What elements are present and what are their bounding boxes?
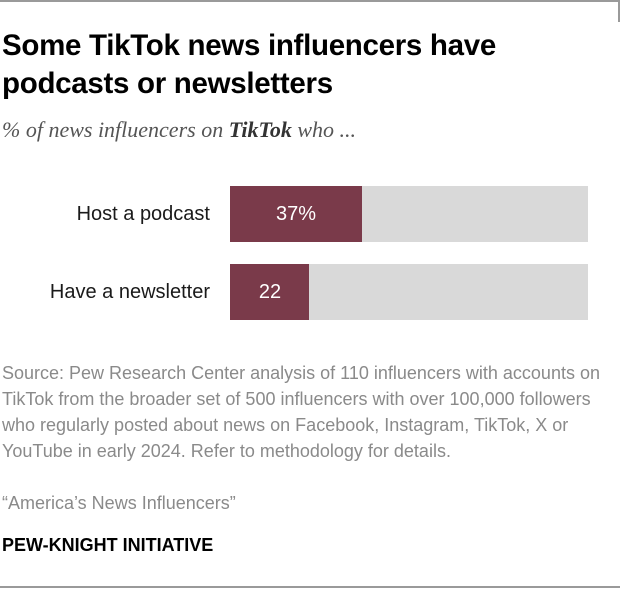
category-label: Have a newsletter xyxy=(49,281,210,303)
bar-chart: Host a podcast 37% Have a newsletter 22 xyxy=(0,186,620,326)
bar: 22 xyxy=(230,264,309,320)
subtitle-end: who ... xyxy=(297,117,357,142)
bar-row: Host a podcast 37% xyxy=(0,186,620,242)
brand-label: PEW-KNIGHT INITIATIVE xyxy=(2,535,214,555)
report-title: “America’s News Influencers” xyxy=(2,493,236,513)
bar-row: Have a newsletter 22 xyxy=(0,264,620,320)
bar-track: 37% xyxy=(230,186,588,242)
chart-title: Some TikTok news influencers have podcas… xyxy=(2,29,496,100)
bar-track: 22 xyxy=(230,264,588,320)
source-note: Source: Pew Research Center analysis of … xyxy=(2,363,600,461)
category-label: Host a podcast xyxy=(76,203,210,225)
subtitle-platform: TikTok xyxy=(228,117,292,142)
bar-value-label: 22 xyxy=(258,281,282,303)
bottom-rule xyxy=(0,586,620,588)
bar-value-label: 37% xyxy=(275,203,317,225)
subtitle-start: % of news influencers on xyxy=(2,117,224,142)
top-rule xyxy=(0,0,620,22)
bar: 37% xyxy=(230,186,362,242)
chart-subtitle: % of news influencers on TikTok who ... xyxy=(2,117,356,143)
